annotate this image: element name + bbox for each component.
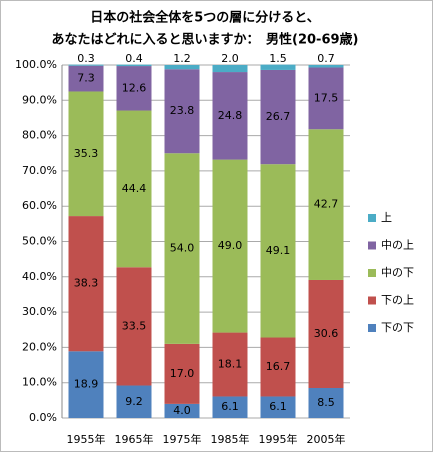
bar-segment [260,337,296,397]
bar-segment [212,65,248,73]
bar-segment [68,64,104,66]
y-tick-label: 0.0% [29,411,57,424]
x-tick-label: 1975年 [163,432,202,446]
data-label: 6.1 [221,400,239,413]
data-label: 9.2 [125,395,143,408]
y-tick-label: 50.0% [22,235,57,248]
data-label: 8.5 [317,396,335,409]
bar-segment [116,267,152,386]
legend-label: 中の上 [381,239,414,252]
x-tick-label: 1955年 [67,432,106,446]
bar-segment [68,65,104,92]
data-label: 49.1 [266,244,291,257]
bar-segment [116,66,152,111]
bar-segment [164,403,200,418]
y-tick-label: 10.0% [22,376,57,389]
data-label: 1.5 [269,52,287,65]
x-tick-label: 1965年 [115,432,154,446]
bar-segment [260,164,296,338]
bar-segment [260,396,296,418]
bar-segment [68,216,104,352]
legend-swatch [368,214,376,222]
y-tick-label: 90.0% [22,93,57,106]
x-tick-label: 2005年 [307,432,346,446]
bar-segment [164,153,200,344]
legend-label: 下の下 [381,321,414,334]
bar-segment [68,351,104,418]
data-label: 0.4 [125,52,143,65]
bar-segment [308,67,344,130]
data-label: 54.0 [170,242,195,255]
bar-segment [212,332,248,397]
data-label: 1.2 [173,52,191,65]
bar-segment [260,64,296,70]
legend-label: 中の下 [381,266,414,279]
data-label: 6.1 [269,400,287,413]
data-label: 23.8 [170,104,195,117]
y-tick-label: 70.0% [22,164,57,177]
data-label: 16.7 [266,360,291,373]
data-label: 42.7 [314,198,339,211]
data-label: 26.7 [266,110,291,123]
bar-segment [212,159,248,333]
legend-swatch [368,269,376,277]
bar-segment [308,129,344,280]
x-tick-label: 1985年 [211,432,250,446]
legend-swatch [368,241,376,250]
bar-segment [164,65,200,70]
chart-title: 日本の社会全体を5つの層に分けると、 [90,10,320,26]
legend-label: 上 [381,211,392,224]
data-label: 0.3 [77,52,95,65]
data-label: 4.0 [173,404,191,417]
data-label: 17.5 [314,91,339,104]
data-label: 33.5 [122,319,147,332]
data-label: 7.3 [77,72,95,85]
data-label: 17.0 [170,367,195,380]
bar-segment [164,343,200,404]
y-tick-label: 20.0% [22,340,57,353]
x-tick-label: 1995年 [259,432,298,446]
bar-segment [308,279,344,388]
bar-segment [116,385,152,418]
y-tick-label: 30.0% [22,305,57,318]
bar-segment [212,72,248,160]
bar-segment [308,387,344,418]
data-label: 35.3 [74,147,99,160]
data-label: 0.7 [317,52,335,65]
chart-title: あなたはどれに入ると思いますか： 男性(20-69歳) [52,32,359,48]
data-label: 2.0 [221,52,239,65]
bar-segment [164,69,200,154]
data-label: 30.6 [314,327,339,340]
bar-segment [308,65,344,68]
data-label: 49.0 [218,239,243,252]
bar-segment [212,396,248,418]
data-label: 12.6 [122,81,147,94]
legend-label: 下の上 [381,294,414,307]
data-label: 18.1 [218,358,243,371]
bar-segment [116,64,152,67]
y-tick-label: 60.0% [22,199,57,212]
data-label: 44.4 [122,182,147,195]
data-label: 38.3 [74,277,99,290]
data-label: 18.9 [74,378,99,391]
bar-segment [116,110,152,268]
y-tick-label: 80.0% [22,129,57,142]
legend-swatch [368,324,376,332]
y-tick-label: 100.0% [15,58,57,71]
y-tick-label: 40.0% [22,270,57,283]
data-label: 24.8 [218,109,243,122]
legend-swatch [368,296,376,305]
bar-segment [68,91,104,217]
bar-segment [260,69,296,165]
